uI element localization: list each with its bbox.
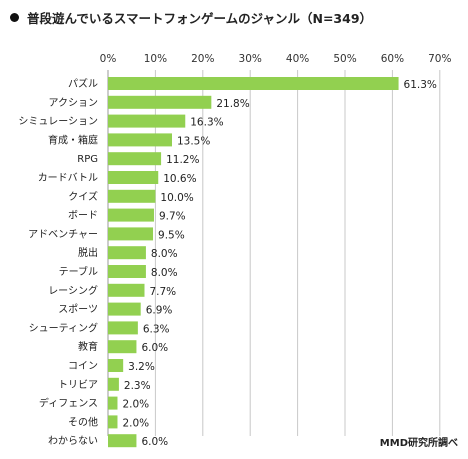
value-label: 11.2% bbox=[166, 154, 199, 166]
gridlines bbox=[107, 70, 441, 436]
value-label: 2.3% bbox=[124, 380, 151, 392]
bar bbox=[108, 114, 186, 128]
bar bbox=[108, 340, 137, 354]
bar bbox=[108, 396, 118, 410]
category-label: レーシング bbox=[48, 284, 98, 297]
bar bbox=[108, 246, 146, 260]
value-label: 3.2% bbox=[128, 361, 155, 373]
category-label: 脱出 bbox=[78, 246, 98, 259]
bar bbox=[108, 377, 119, 391]
bar bbox=[108, 208, 154, 222]
x-tick-label: 0% bbox=[100, 53, 117, 65]
bar bbox=[108, 152, 162, 166]
source-credit: MMD研究所調べ bbox=[379, 438, 458, 449]
bar bbox=[108, 227, 154, 241]
category-label: クイズ bbox=[68, 190, 98, 203]
value-label: 6.9% bbox=[146, 305, 173, 317]
value-label: 6.0% bbox=[141, 436, 168, 448]
value-label: 8.0% bbox=[151, 267, 178, 279]
bar bbox=[108, 283, 145, 297]
bar bbox=[108, 77, 399, 90]
x-axis-ticks: 0% 10% 20% 30% 40% 50% 60% 70% bbox=[100, 53, 452, 65]
category-label: シミュレーション bbox=[18, 117, 98, 128]
category-label: シューティング bbox=[29, 321, 98, 334]
bar bbox=[108, 321, 138, 335]
value-label: 2.0% bbox=[122, 417, 149, 429]
bar bbox=[108, 133, 172, 147]
bars bbox=[108, 77, 399, 448]
value-label: 13.5% bbox=[177, 135, 210, 147]
x-tick-label: 30% bbox=[239, 53, 262, 65]
value-label: 7.7% bbox=[149, 286, 176, 298]
value-label: 6.0% bbox=[141, 342, 168, 354]
category-label: 教育 bbox=[78, 340, 98, 353]
category-label: ボード bbox=[68, 210, 98, 222]
value-label: 2.0% bbox=[122, 399, 149, 411]
value-labels: 61.3% 21.8% 16.3% 13.5% 11.2% 10.6% 10.0% 9.7% 9… bbox=[122, 79, 436, 448]
value-label: 10.6% bbox=[163, 173, 196, 185]
category-label: ディフェンス bbox=[39, 397, 98, 410]
chart-title: 普段遊んでいるスマートフォンゲームのジャンル（N=349） bbox=[10, 8, 372, 27]
category-label: 育成・箱庭 bbox=[48, 133, 98, 146]
x-tick-label: 10% bbox=[144, 53, 167, 65]
bar bbox=[108, 302, 141, 316]
category-label: アクション bbox=[49, 97, 99, 109]
x-tick-label: 60% bbox=[381, 53, 404, 65]
category-label: テーブル bbox=[59, 265, 98, 278]
category-label: スポーツ bbox=[58, 304, 98, 316]
x-tick-label: 50% bbox=[333, 53, 356, 65]
value-label: 10.0% bbox=[160, 192, 193, 204]
bar bbox=[108, 415, 118, 429]
category-label: アドベンチャー bbox=[28, 228, 98, 240]
value-label: 6.3% bbox=[143, 323, 170, 335]
category-label: RPG bbox=[77, 154, 98, 165]
bar bbox=[108, 171, 159, 184]
x-tick-label: 20% bbox=[191, 53, 214, 65]
value-label: 61.3% bbox=[404, 79, 437, 91]
category-label: わからない bbox=[48, 435, 98, 447]
chart-title-text: 普段遊んでいるスマートフォンゲームのジャンル（N=349） bbox=[27, 11, 373, 26]
category-label: カードバトル bbox=[38, 172, 98, 184]
bullet-icon bbox=[10, 13, 19, 22]
value-label: 8.0% bbox=[151, 248, 178, 260]
bar bbox=[108, 359, 124, 372]
category-label: トリビア bbox=[58, 379, 98, 391]
bar bbox=[108, 434, 137, 448]
value-label: 9.7% bbox=[159, 211, 186, 223]
bar bbox=[108, 95, 212, 109]
x-tick-label: 40% bbox=[286, 53, 309, 65]
value-label: 21.8% bbox=[216, 98, 249, 110]
bar bbox=[108, 265, 146, 278]
category-label: パズル bbox=[68, 77, 98, 90]
x-tick-label: 70% bbox=[428, 53, 451, 65]
category-label: その他 bbox=[68, 415, 98, 428]
value-label: 16.3% bbox=[190, 117, 223, 129]
value-label: 9.5% bbox=[158, 229, 185, 241]
category-label: コイン bbox=[68, 361, 98, 372]
bar bbox=[108, 189, 156, 203]
